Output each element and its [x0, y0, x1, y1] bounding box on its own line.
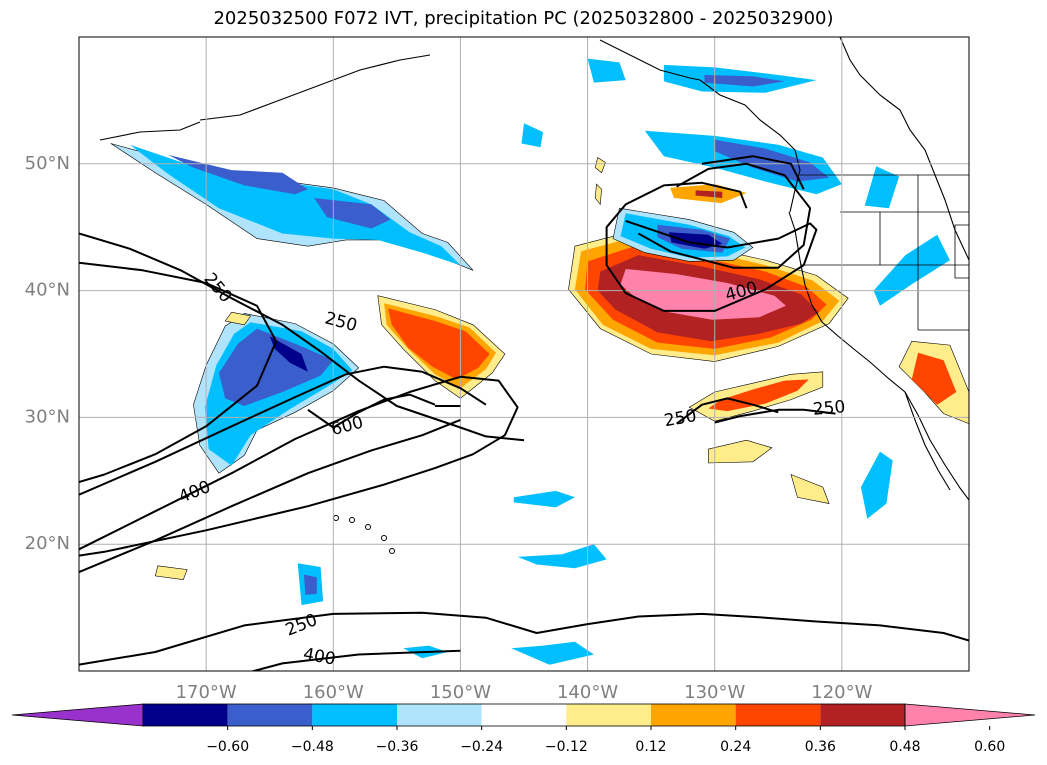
- longitude-tick-label: 130°W: [684, 682, 745, 703]
- precip-region: [154, 565, 188, 581]
- ivt-contour-line: [676, 397, 779, 425]
- precip-region: [129, 144, 461, 266]
- contour-label: 250: [812, 397, 846, 420]
- ivt-contour-line: [701, 155, 805, 190]
- colorbar-tick-label: 0.48: [889, 739, 920, 755]
- longitude-tick-label: 170°W: [176, 682, 237, 703]
- ivt-contour-line: [637, 162, 812, 269]
- colorbar-extend-low: [11, 703, 144, 727]
- precip-region: [704, 75, 785, 87]
- precip-region: [708, 439, 773, 464]
- ivt-contour-line: [79, 365, 487, 496]
- ivt-contours: [79, 155, 969, 671]
- coastline: [839, 37, 969, 261]
- colorbar-segment: [397, 704, 482, 726]
- colorbar-tick-label: −0.36: [376, 739, 419, 755]
- precip-region: [168, 154, 308, 195]
- colorbar-segment: [227, 704, 313, 726]
- coastline: [599, 39, 701, 81]
- precip-region: [218, 328, 334, 406]
- colorbar-segment: [143, 704, 228, 726]
- precip-region: [911, 352, 957, 405]
- colorbar-tick-label: −0.24: [460, 739, 503, 755]
- coastline: [699, 79, 801, 213]
- coastline: [199, 54, 431, 121]
- precip-region: [695, 190, 723, 198]
- island: [381, 535, 387, 541]
- colorbar-tick-label: 0.12: [635, 739, 666, 755]
- colorbar-tick-label: −0.12: [545, 739, 588, 755]
- colorbar-segment: [312, 704, 397, 726]
- ivt-contour-line: [79, 261, 278, 484]
- precip-region: [790, 473, 830, 505]
- colorbar-tick-label: −0.60: [206, 739, 249, 755]
- precip-region: [594, 183, 602, 206]
- coastline: [99, 121, 201, 141]
- colorbar-segment: [566, 704, 651, 726]
- colorbar-tick-label: 0.24: [720, 739, 751, 755]
- map-frame: [78, 36, 970, 672]
- precip-region: [269, 336, 308, 372]
- precip-region: [708, 379, 809, 412]
- colorbar-segment: [820, 704, 905, 726]
- ivt-contour-line: [249, 649, 461, 671]
- latitude-tick-label: 50°N: [25, 153, 70, 174]
- ivt-contour-line: [79, 418, 461, 574]
- longitude-tick-label: 160°W: [303, 682, 364, 703]
- latitude-tick-label: 40°N: [25, 280, 70, 301]
- state-border: [954, 224, 969, 279]
- precip-region: [587, 58, 626, 83]
- precip-region: [513, 490, 575, 508]
- colorbar: −0.60 −0.48 −0.36 −0.24 −0.12 0.12 0.24 0.36 0.4…: [11, 703, 1036, 755]
- longitude-tick-label: 140°W: [557, 682, 618, 703]
- ivt-contour-line: [79, 611, 969, 666]
- colorbar-tick-label: 0.60: [974, 739, 1005, 755]
- coastline: [788, 211, 969, 501]
- island: [389, 548, 395, 554]
- ivt-contour-line: [79, 232, 525, 442]
- latitude-tick-label: 30°N: [25, 406, 70, 427]
- colorbar-tick-label: 0.36: [805, 739, 836, 755]
- precip-region: [388, 308, 490, 380]
- precip-region: [620, 269, 786, 320]
- longitude-tick-label: 150°W: [430, 682, 491, 703]
- colorbar-segment: [651, 704, 736, 726]
- ivt-contour-line: [307, 393, 436, 429]
- precip-region: [224, 311, 252, 326]
- precip-region: [521, 123, 544, 148]
- precip-region: [860, 451, 893, 519]
- colorbar-segment: [735, 704, 821, 726]
- precip-region: [873, 234, 950, 306]
- chart-title: 2025032500 F072 IVT, precipitation PC (2…: [213, 8, 834, 29]
- gridlines: [79, 37, 969, 671]
- precip-region: [517, 544, 607, 569]
- longitude-tick-label: 120°W: [811, 682, 872, 703]
- precip-region: [304, 574, 317, 595]
- coastlines: [99, 37, 969, 554]
- colorbar-extend-high: [904, 703, 1036, 727]
- island: [349, 517, 355, 523]
- colorbar-outline: [142, 703, 906, 727]
- coastline: [904, 391, 951, 491]
- precipitation-shading: [110, 58, 969, 665]
- latitude-labels: 20°N 30°N 40°N 50°N: [25, 153, 70, 554]
- ivt-contour-line: [714, 408, 836, 424]
- ivt-contour-line: [605, 181, 818, 312]
- longitude-labels: 170°W 160°W 150°W 140°W 130°W 120°W: [176, 682, 873, 703]
- island: [365, 524, 371, 530]
- latitude-tick-label: 20°N: [25, 533, 70, 554]
- colorbar-segment: [481, 704, 567, 726]
- colorbar-tick-label: −0.48: [291, 739, 334, 755]
- ivt-contour-line: [79, 375, 519, 557]
- precip-region: [511, 641, 594, 665]
- precip-region: [864, 166, 900, 209]
